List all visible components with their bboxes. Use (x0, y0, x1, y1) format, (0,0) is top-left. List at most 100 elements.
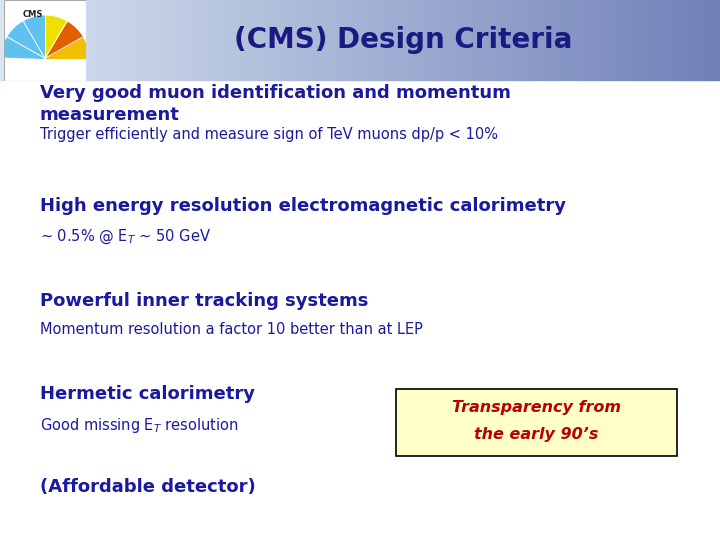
Bar (682, 0, 684, 80)
Bar (477, 0, 480, 80)
Bar (531, 0, 533, 80)
FancyBboxPatch shape (396, 389, 677, 456)
Bar (444, 0, 446, 80)
Bar (675, 0, 677, 80)
Bar (269, 0, 271, 80)
Bar (346, 0, 348, 80)
Bar (79, 0, 81, 80)
Bar (646, 0, 648, 80)
Bar (425, 0, 427, 80)
Bar (571, 0, 574, 80)
Bar (70, 0, 72, 80)
Bar (576, 0, 578, 80)
Bar (686, 0, 689, 80)
Bar (117, 0, 120, 80)
Bar (365, 0, 367, 80)
Bar (415, 0, 418, 80)
Wedge shape (24, 16, 45, 58)
Text: ~ 0.5% @ E$_T$ ~ 50 GeV: ~ 0.5% @ E$_T$ ~ 50 GeV (40, 228, 211, 246)
Bar (63, 0, 65, 80)
Bar (305, 0, 307, 80)
Bar (528, 0, 531, 80)
Bar (403, 0, 405, 80)
Wedge shape (9, 22, 45, 58)
Bar (590, 0, 593, 80)
Bar (581, 0, 583, 80)
Bar (360, 0, 362, 80)
Bar (163, 0, 166, 80)
Bar (538, 0, 540, 80)
Bar (398, 0, 401, 80)
Bar (312, 0, 315, 80)
Bar (317, 0, 319, 80)
Bar (211, 0, 214, 80)
Bar (657, 0, 660, 80)
Bar (189, 0, 192, 80)
Bar (146, 0, 149, 80)
Bar (319, 0, 322, 80)
Bar (547, 0, 549, 80)
Bar (667, 0, 670, 80)
Bar (405, 0, 408, 80)
Bar (408, 0, 410, 80)
Bar (708, 0, 711, 80)
Bar (338, 0, 341, 80)
Wedge shape (2, 37, 45, 58)
Bar (19, 0, 22, 80)
Wedge shape (45, 38, 88, 58)
Bar (432, 0, 434, 80)
Bar (641, 0, 643, 80)
Bar (461, 0, 463, 80)
Bar (670, 0, 672, 80)
Bar (288, 0, 290, 80)
Bar (218, 0, 221, 80)
Bar (621, 0, 624, 80)
Bar (194, 0, 197, 80)
Bar (691, 0, 693, 80)
Bar (509, 0, 511, 80)
Bar (605, 0, 607, 80)
Bar (588, 0, 590, 80)
Bar (665, 0, 667, 80)
Wedge shape (45, 23, 82, 58)
Bar (492, 0, 495, 80)
Bar (693, 0, 696, 80)
Bar (559, 0, 562, 80)
Bar (99, 0, 101, 80)
Bar (711, 0, 713, 80)
Bar (379, 0, 382, 80)
Text: Momentum resolution a factor 10 better than at LEP: Momentum resolution a factor 10 better t… (40, 322, 423, 338)
Bar (300, 0, 302, 80)
Bar (48, 0, 50, 80)
Bar (679, 0, 682, 80)
Bar (161, 0, 163, 80)
Bar (72, 0, 74, 80)
Bar (293, 0, 295, 80)
Bar (216, 0, 218, 80)
Bar (139, 0, 142, 80)
Bar (86, 0, 89, 80)
Bar (518, 0, 521, 80)
Bar (12, 0, 14, 80)
Bar (43, 0, 45, 80)
Bar (456, 0, 459, 80)
Bar (204, 0, 207, 80)
Bar (307, 0, 310, 80)
Bar (410, 0, 413, 80)
Bar (459, 0, 461, 80)
Bar (101, 0, 103, 80)
Bar (470, 0, 473, 80)
Bar (463, 0, 466, 80)
Bar (545, 0, 547, 80)
Bar (557, 0, 559, 80)
Text: Powerful inner tracking systems: Powerful inner tracking systems (40, 292, 368, 309)
Bar (624, 0, 626, 80)
Bar (130, 0, 132, 80)
Bar (199, 0, 202, 80)
Bar (240, 0, 243, 80)
Bar (351, 0, 353, 80)
Bar (182, 0, 185, 80)
Bar (585, 0, 588, 80)
Bar (502, 0, 504, 80)
Bar (207, 0, 209, 80)
